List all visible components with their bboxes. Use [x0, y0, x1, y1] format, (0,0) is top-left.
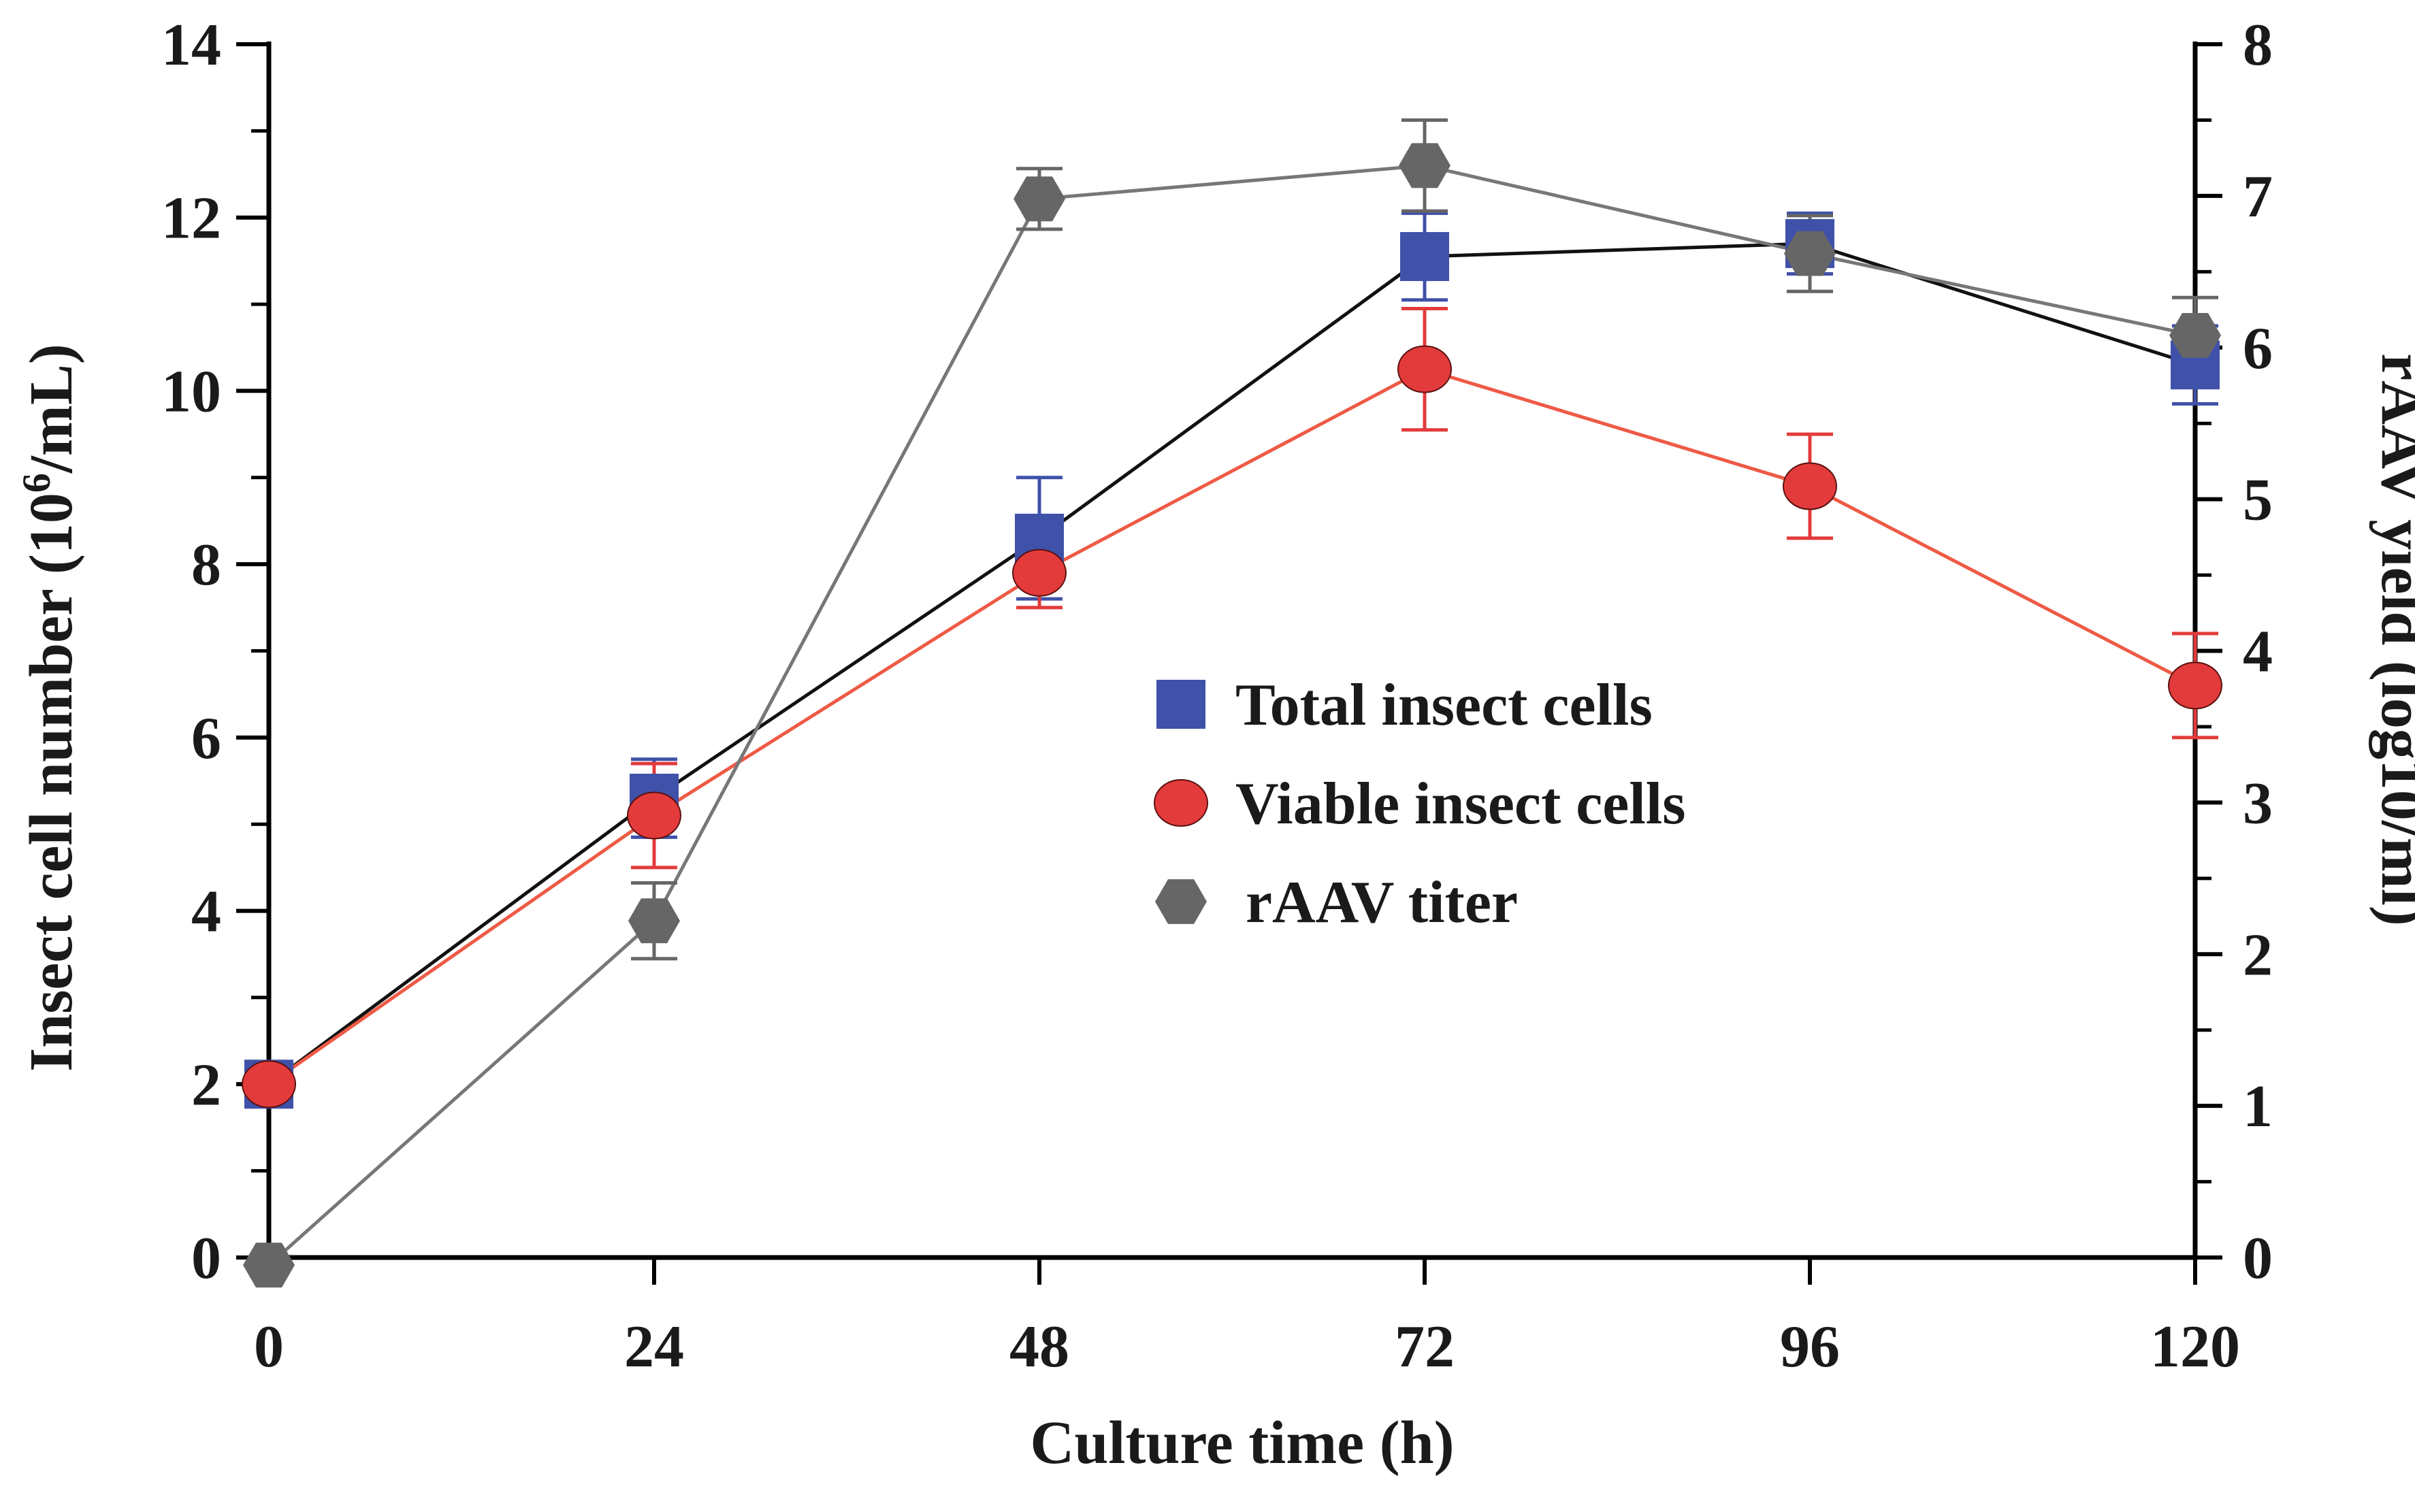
legend-marker	[1154, 779, 1208, 827]
data-point	[628, 898, 680, 944]
data-point	[627, 791, 681, 840]
x-axis: 0 24 48 72 96 120	[254, 1258, 2240, 1380]
data-point	[1012, 548, 1067, 597]
data-point	[2169, 313, 2221, 358]
left-y-tick-label: 2	[191, 1052, 221, 1118]
legend-label: Viable insect cells	[1235, 771, 1686, 837]
right-y-tick-label: 5	[2243, 467, 2273, 533]
plot-frame	[266, 42, 2198, 1260]
series-layer	[242, 118, 2222, 1288]
right-y-tick-label: 2	[2243, 922, 2273, 988]
data-point	[243, 1243, 295, 1288]
right-y-tick-label: 7	[2243, 164, 2273, 230]
legend-label: rAAV titer	[1246, 870, 1518, 936]
series-line	[268, 242, 2196, 1086]
data-point	[1399, 143, 1450, 188]
right-y-tick-label: 1	[2243, 1074, 2273, 1140]
right-y-tick-label: 3	[2243, 770, 2273, 836]
left-y-axis: 0 2 4 6 8 10 12 14	[161, 12, 269, 1292]
left-y-axis-title-tail: /mL)	[18, 344, 85, 474]
left-y-axis-title-main: Insect cell number (10	[18, 493, 85, 1072]
left-y-tick-label: 4	[191, 879, 221, 945]
left-y-tick-label: 8	[191, 532, 221, 598]
x-tick-label: 48	[1009, 1314, 1069, 1380]
left-y-tick-label: 14	[161, 12, 221, 78]
x-tick-label: 120	[2150, 1314, 2240, 1380]
right-y-axis: 0 1 2 3 4 5 6 7 8	[2195, 12, 2273, 1292]
legend-marker	[1156, 680, 1205, 729]
left-y-axis-title-superscript: 6	[14, 473, 59, 493]
right-y-axis-title: rAAV yield (log10/ml)	[2369, 353, 2415, 926]
data-point	[1014, 176, 1065, 222]
data-point	[1397, 345, 1452, 393]
right-y-tick-label: 0	[2243, 1226, 2273, 1292]
data-point	[2168, 661, 2222, 710]
right-y-tick-label: 6	[2243, 316, 2273, 382]
x-tick-label: 96	[1780, 1314, 1840, 1380]
legend-label: Total insect cells	[1235, 672, 1653, 738]
left-y-tick-label: 0	[191, 1226, 221, 1292]
data-point	[1400, 232, 1449, 282]
legend: Total insect cells Viable insect cells rAA…	[1154, 672, 1686, 936]
series-line	[268, 163, 2196, 1266]
data-point	[1784, 231, 1836, 276]
right-y-tick-label: 8	[2243, 12, 2273, 78]
data-point	[242, 1060, 296, 1108]
x-tick-label: 24	[624, 1314, 684, 1380]
right-y-tick-label: 4	[2243, 619, 2273, 685]
x-tick-label: 72	[1395, 1314, 1455, 1380]
legend-marker	[1155, 879, 1207, 924]
left-y-axis-title: Insect cell number (106/mL)	[14, 344, 86, 1072]
series-line	[268, 367, 2197, 1086]
data-point	[1783, 462, 1837, 510]
left-y-tick-label: 6	[191, 706, 221, 772]
x-tick-label: 0	[254, 1314, 284, 1380]
left-y-tick-label: 10	[161, 359, 221, 425]
x-axis-title: Culture time (h)	[1030, 1409, 1454, 1477]
left-y-tick-label: 12	[161, 186, 221, 252]
